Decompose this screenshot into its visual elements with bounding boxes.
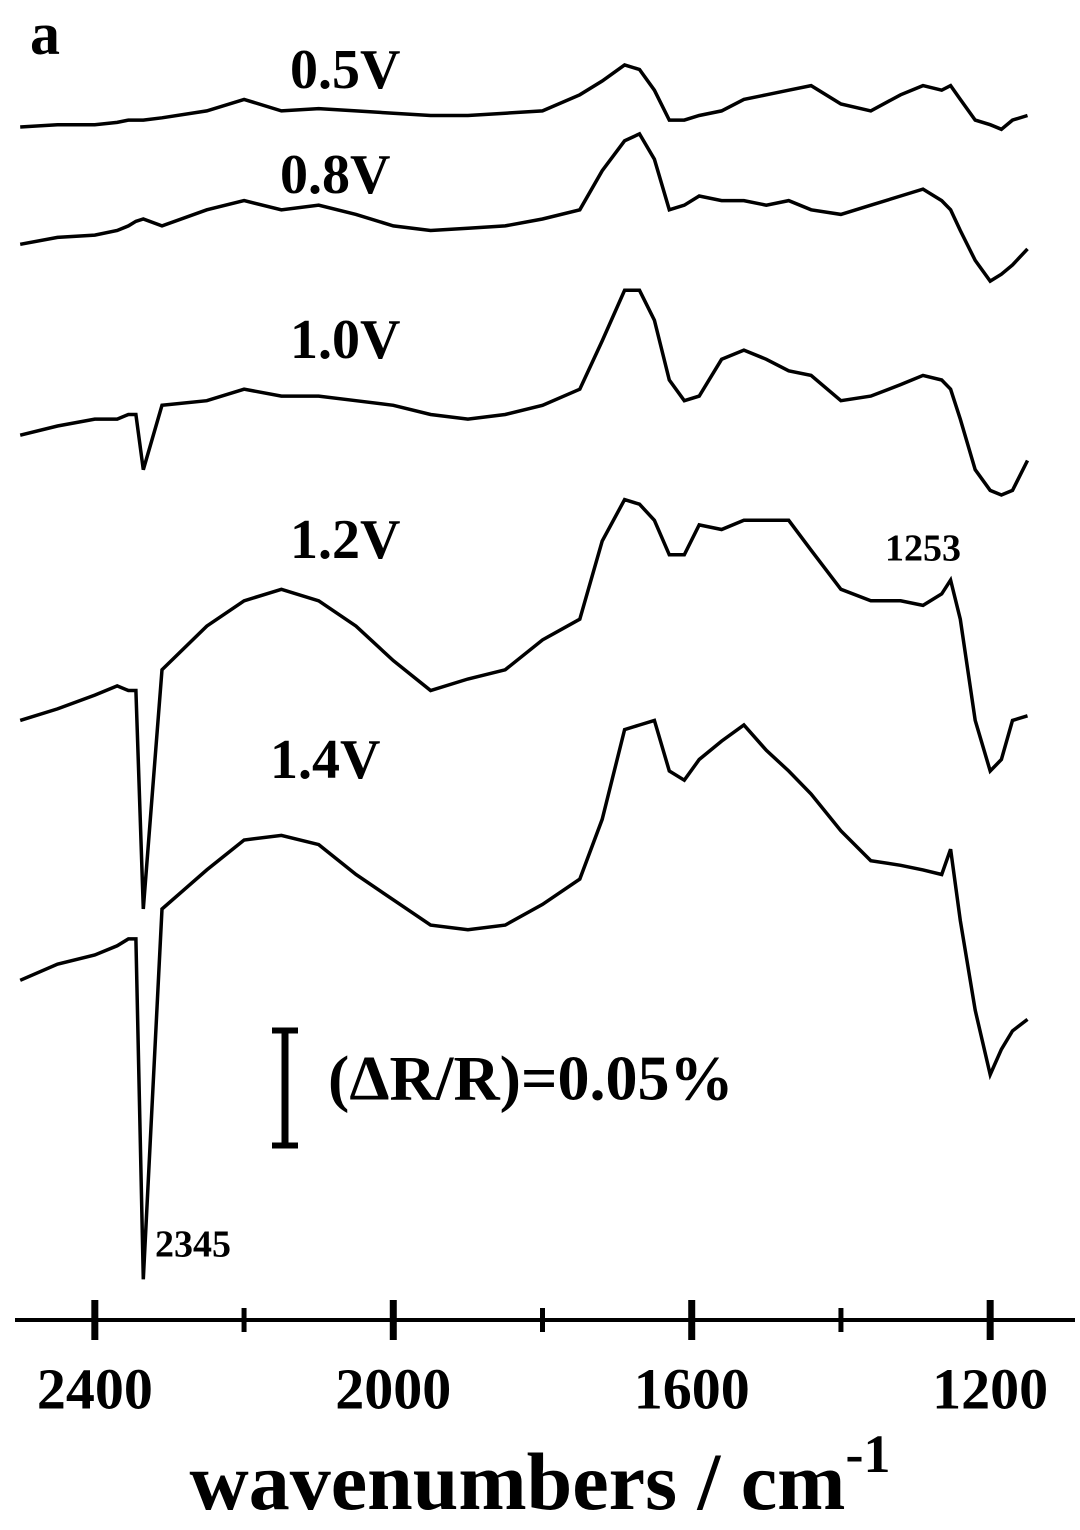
- x-axis-title: wavenumbers / cm-1: [190, 1424, 891, 1526]
- spectrum-line: [20, 62, 1029, 132]
- peak-annotation: 1253: [885, 528, 961, 570]
- spectrum-line: [19, 131, 1029, 284]
- series-label: 1.4V: [270, 729, 380, 791]
- x-tick-label: 2400: [37, 1356, 153, 1421]
- spectrum-line: [19, 288, 1030, 497]
- x-tick-label: 2000: [335, 1356, 451, 1421]
- spectrum-line: [19, 497, 1029, 910]
- series-label: 0.8V: [280, 144, 390, 206]
- x-tick-label: 1200: [932, 1356, 1048, 1421]
- peak-annotation: 2345: [155, 1224, 231, 1266]
- x-axis-title-superscript: -1: [845, 1424, 890, 1484]
- series-label: 0.5V: [290, 39, 400, 101]
- series-label: 1.0V: [290, 309, 400, 371]
- panel-label: a: [30, 1, 60, 67]
- spectrum-line: [19, 718, 1029, 1280]
- x-tick-label: 1600: [634, 1356, 750, 1421]
- x-axis-title-text: wavenumbers / cm: [190, 1436, 846, 1527]
- scale-bar-label: (ΔR/R)=0.05%: [328, 1043, 733, 1114]
- series-label: 1.2V: [290, 509, 400, 571]
